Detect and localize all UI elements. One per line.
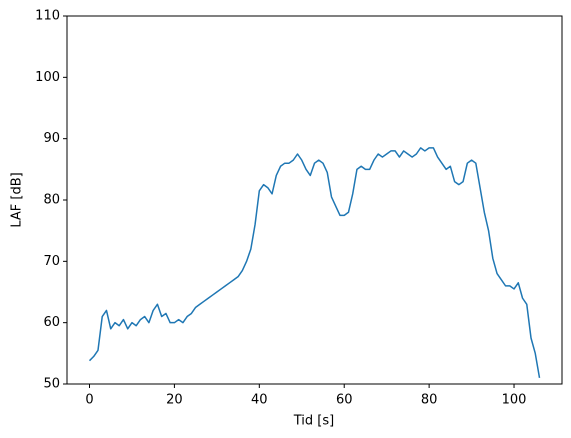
y-tick-label: 80 — [43, 193, 60, 208]
y-tick-label: 70 — [43, 254, 60, 269]
y-tick-label: 50 — [43, 377, 60, 392]
axes-frame — [66, 15, 563, 385]
data-line — [88, 147, 541, 378]
y-tick-label: 110 — [35, 9, 60, 24]
y-axis-label: LAF [dB] — [10, 172, 25, 227]
x-tick-label: 80 — [421, 393, 438, 408]
y-tick-label: 90 — [43, 131, 60, 146]
y-tick-label: 60 — [43, 315, 60, 330]
x-tick-label: 100 — [502, 393, 527, 408]
y-tick-label: 100 — [35, 70, 60, 85]
x-tick-label: 0 — [85, 393, 93, 408]
x-tick-label: 40 — [251, 393, 268, 408]
x-axis-label: Tid [s] — [293, 414, 334, 429]
x-tick-label: 60 — [336, 393, 353, 408]
x-tick-label: 20 — [166, 393, 183, 408]
